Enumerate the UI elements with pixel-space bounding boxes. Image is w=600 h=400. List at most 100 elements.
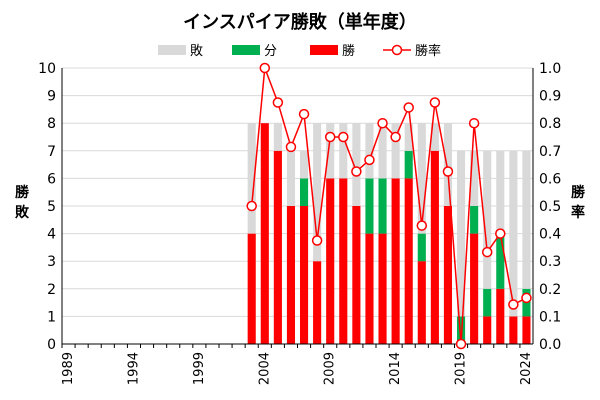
legend-swatch-win [310,45,338,55]
rate-point [259,62,271,74]
rate-point [377,117,388,129]
rate-point [351,166,362,177]
right-tick-label: 0.2 [539,282,561,298]
bar-win [417,261,426,344]
bar-loss [365,123,374,179]
right-tick-label: 0.4 [539,227,561,243]
bar-win [286,206,296,344]
right-tick-label: 0.9 [539,89,561,105]
rate-point [324,131,336,143]
x-tick-label: 2024 [519,352,534,385]
bar-win [430,150,439,344]
bar-loss [404,123,413,151]
rate-point [272,97,284,108]
bar-win [352,206,361,344]
left-tick-label: 4 [47,227,56,243]
left-tick-label: 7 [47,144,56,160]
rate-point [442,166,454,177]
left-tick-label: 5 [47,199,56,215]
rate-point [455,338,467,350]
rate-point [311,235,323,246]
chart-title: インスパイア勝敗（単年度） [183,12,417,33]
bar-win [339,178,348,344]
bar-draw [470,206,479,234]
rate-point [285,141,297,153]
right-tick-label: 0.1 [539,309,561,325]
bar-win [378,233,387,344]
bar-win [365,233,374,344]
bar-loss [470,150,479,206]
left-tick-label: 1 [47,309,56,325]
legend-label-draw: 分 [264,44,277,59]
bar-loss [326,123,335,179]
x-tick-label: 2014 [388,352,403,385]
left-tick-label: 3 [47,254,56,270]
rate-point [338,131,349,143]
x-tick-label: 1994 [126,352,141,385]
bar-loss [443,123,453,206]
right-tick-label: 0.6 [539,171,561,187]
left-axis-label: 勝敗 [15,185,29,221]
rate-point [403,102,414,113]
x-tick-label: 2009 [323,352,338,385]
rate-point [521,292,532,304]
right-axis-label: 勝率 [571,185,585,221]
bar-win [260,123,269,344]
bar-loss [417,123,426,234]
bar-draw [378,178,387,234]
rate-point [416,220,428,231]
left-tick-label: 9 [47,89,56,105]
rate-point [364,154,375,166]
bar-draw [404,150,413,179]
bar-loss [352,123,361,206]
right-tick-label: 0.3 [539,254,561,270]
bar-win [443,206,453,344]
left-tick-label: 10 [38,61,56,77]
right-tick-label: 0.7 [539,144,561,160]
bar-loss [430,123,439,151]
rate-point [495,228,506,239]
x-tick-label: 1989 [61,352,76,385]
legend-swatch-draw [232,45,260,55]
bar-win [273,150,282,344]
left-tick-label: 6 [47,171,56,187]
rate-point [390,131,401,143]
left-tick-label: 0 [47,337,56,353]
right-tick-label: 0.8 [539,116,561,132]
legend-marker-rate [391,44,403,56]
bar-loss [286,150,296,206]
bar-loss [378,123,387,179]
bar-loss [273,123,282,151]
bar-draw [496,233,505,289]
x-tick-label: 2004 [257,352,272,385]
bar-win [509,316,518,344]
rate-point [246,200,257,212]
x-tick-label: 2019 [454,352,469,385]
bar-loss [483,150,492,289]
bar-win [391,178,400,344]
left-tick-label: 2 [47,282,56,298]
rate-point [508,299,519,310]
bar-draw [365,178,374,234]
bar-loss [299,150,309,179]
legend-swatch-loss [158,45,186,55]
bar-loss [313,123,322,262]
bar-loss [496,150,505,234]
bar-draw [456,316,466,344]
bar-draw [299,178,309,206]
bar-loss [522,150,531,289]
x-tick-label: 1999 [192,352,207,385]
bar-win [496,288,505,344]
bar-draw [417,233,426,262]
bar-win [483,316,492,344]
rate-line [250,67,527,345]
rate-point [481,246,493,258]
bar-win [313,261,322,344]
bar-win [247,233,256,344]
right-tick-label: 1.0 [539,61,561,77]
rate-point [298,108,310,120]
left-tick-label: 8 [47,116,56,132]
bar-loss [391,123,400,179]
